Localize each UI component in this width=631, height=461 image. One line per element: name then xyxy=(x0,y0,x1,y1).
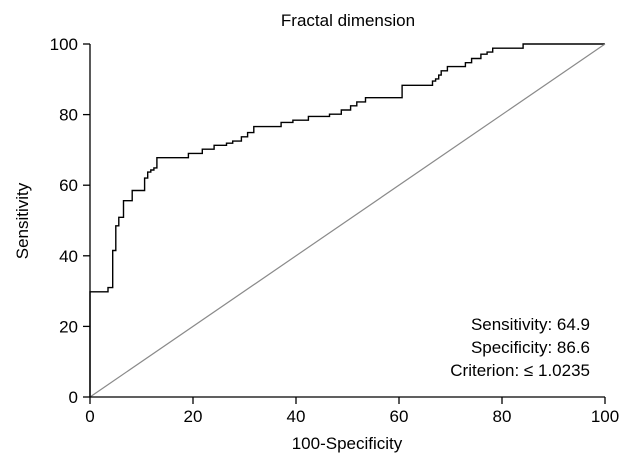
x-tick-label: 0 xyxy=(85,407,94,426)
annotation-sensitivity: Sensitivity: 64.9 xyxy=(471,315,590,334)
y-tick-label: 0 xyxy=(69,388,78,407)
chart-title: Fractal dimension xyxy=(281,11,415,30)
reference-diagonal-line xyxy=(89,43,606,398)
plot-area xyxy=(89,43,606,398)
annotation-specificity: Specificity: 86.6 xyxy=(471,338,590,357)
x-tick-label: 80 xyxy=(493,407,512,426)
x-tick-label: 100 xyxy=(591,407,619,426)
y-tick-label: 100 xyxy=(50,35,78,54)
y-axis-title: Sensitivity xyxy=(13,182,32,259)
x-axis-title: 100-Specificity xyxy=(292,434,403,453)
x-axis-ticks: 0 20 40 60 80 100 xyxy=(85,397,619,426)
annotation-criterion: Criterion: ≤ 1.0235 xyxy=(450,361,590,380)
y-tick-label: 40 xyxy=(59,247,78,266)
y-tick-label: 80 xyxy=(59,106,78,125)
x-tick-label: 40 xyxy=(287,407,306,426)
x-tick-label: 60 xyxy=(390,407,409,426)
x-tick-label: 20 xyxy=(184,407,203,426)
criterion-annotation: Sensitivity: 64.9 Specificity: 86.6 Crit… xyxy=(450,315,590,380)
y-tick-label: 60 xyxy=(59,176,78,195)
y-axis-ticks: 0 20 40 60 80 100 xyxy=(50,35,90,407)
y-tick-label: 20 xyxy=(59,317,78,336)
roc-curve-line xyxy=(89,43,605,397)
